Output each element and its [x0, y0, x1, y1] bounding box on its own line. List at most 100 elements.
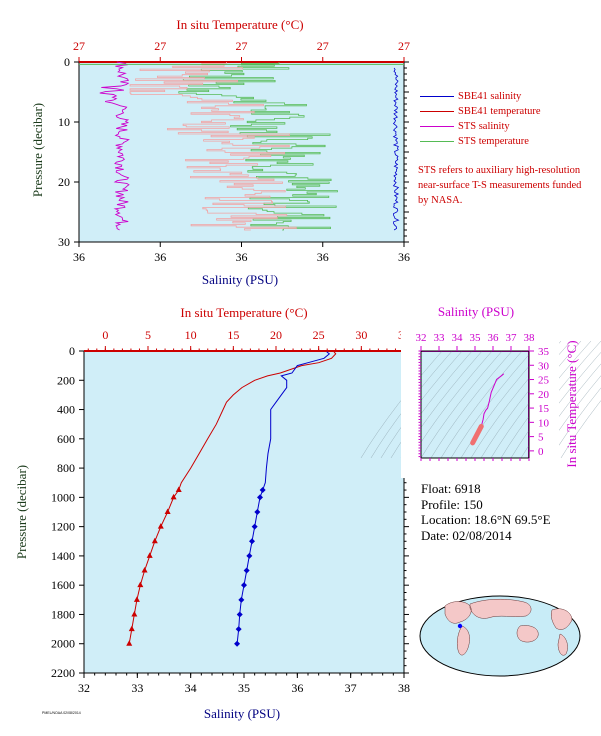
tick-label: 36 — [236, 250, 248, 264]
salinity-marker — [236, 611, 243, 618]
date: Date: 02/08/2014 — [421, 527, 512, 543]
tick-label: 30 — [355, 328, 367, 342]
tick-label: 10 — [58, 115, 70, 129]
temperature-marker — [128, 625, 135, 632]
top-panel: In situ Temperature (°C) 27 27 27 27 27 0 10 2… — [30, 17, 410, 287]
tick-label: 36 — [154, 250, 166, 264]
world-map-inset — [419, 595, 581, 677]
temperature-profile-line — [128, 351, 337, 644]
sts-note: STS refers to auxiliary high-resolution … — [418, 165, 582, 206]
temperature-marker — [146, 552, 153, 558]
contour-mask — [421, 331, 529, 351]
sbe41-temperature-line — [129, 62, 297, 231]
tick-label: 27 — [317, 39, 329, 53]
profile-number: Profile: 150 — [421, 496, 483, 512]
tick-label: 36 — [291, 681, 303, 695]
tick-label: 1000 — [51, 490, 75, 504]
contour-mask — [401, 458, 549, 478]
density-contour — [440, 340, 532, 459]
legend-item-sbe41-salinity: SBE41 salinity — [420, 89, 541, 104]
tick-label: 1400 — [51, 549, 75, 563]
temperature-marker — [175, 486, 182, 493]
salinity-marker — [249, 538, 255, 545]
sts-salinity-line — [99, 61, 130, 231]
salinity-marker — [259, 487, 266, 494]
tick-label: 600 — [57, 432, 75, 446]
ts-panel-title: Salinity (PSU) — [438, 304, 514, 319]
ts-panel-traces — [470, 373, 505, 446]
salinity-marker — [246, 552, 253, 559]
tick-label: 30 — [58, 235, 70, 249]
temperature-marker — [137, 581, 144, 588]
temperature-marker — [164, 508, 171, 514]
ts-panel: Salinity (PSU) 32 33 34 35 36 37 38 0 5 10 15 20 25… — [360, 304, 601, 478]
ts-panel-top-ticks: 32 33 34 35 36 37 38 — [416, 332, 536, 461]
tick-label: 20 — [270, 328, 282, 342]
salinity-marker — [234, 640, 241, 647]
world-map-land — [444, 599, 573, 656]
salinity-marker — [254, 509, 261, 515]
sts-temperature-line — [178, 62, 338, 231]
temperature-marker — [157, 523, 164, 529]
tick-label: 33 — [434, 332, 446, 344]
tick-label: 35 — [238, 681, 250, 695]
tick-label: 20 — [538, 389, 550, 401]
density-contour — [560, 400, 601, 459]
temperature-marker — [170, 493, 177, 500]
legend-label: STS temperature — [458, 136, 529, 147]
main-panel-bottom-ticks: 32 33 34 35 36 37 38 — [78, 673, 410, 695]
top-panel-top-ticks: 27 27 27 27 27 — [73, 39, 410, 62]
legend: SBE41 salinity SBE41 temperature STS sal… — [420, 89, 541, 149]
main-panel-ylabel: Pressure (decibar) — [14, 465, 29, 559]
salinity-marker — [235, 626, 242, 633]
salinity-marker — [251, 523, 258, 530]
temperature-marker — [133, 596, 140, 602]
tick-label: 27 — [236, 39, 248, 53]
main-panel: In situ Temperature (°C) 05101520253035 … — [14, 305, 410, 721]
tick-label: 36 — [73, 250, 85, 264]
tick-label: 37 — [345, 681, 357, 695]
salinity-marker — [238, 596, 245, 603]
legend-swatch — [420, 126, 454, 127]
tick-label: 0 — [64, 55, 70, 69]
tick-label: 25 — [313, 328, 325, 342]
tick-label: 27 — [398, 39, 410, 53]
salinity-marker — [243, 567, 250, 574]
temperature-marker — [151, 537, 158, 544]
tick-label: 38 — [524, 332, 536, 344]
location: Location: 18.6°N 69.5°E — [421, 512, 551, 527]
tick-label: 36 — [317, 250, 329, 264]
top-panel-left-ticks: 0 10 20 30 — [58, 55, 79, 249]
legend-item-sbe41-temperature: SBE41 temperature — [420, 104, 541, 119]
contour-mask — [529, 331, 559, 478]
legend-swatch — [420, 111, 454, 112]
tick-label: 33 — [131, 681, 143, 695]
tick-label: 10 — [538, 417, 550, 429]
tick-label: 27 — [73, 39, 85, 53]
legend-label: STS salinity — [458, 121, 510, 132]
tick-label: 35 — [538, 346, 550, 358]
tick-label: 38 — [398, 681, 410, 695]
tick-label: 0 — [69, 344, 75, 358]
ts-deep-markers — [470, 423, 484, 446]
legend-swatch — [420, 96, 454, 97]
main-panel-background — [83, 350, 405, 674]
density-contour — [390, 340, 482, 459]
salinity-marker — [241, 582, 247, 589]
tick-label: 32 — [416, 332, 427, 344]
tick-label: 34 — [185, 681, 197, 695]
ts-panel-density-contours — [360, 331, 601, 478]
tick-label: 34 — [452, 332, 464, 344]
salinity-marker — [257, 494, 263, 501]
legend-swatch — [420, 141, 454, 142]
ts-panel-ylabel: In situ Temperature (°C) — [564, 340, 579, 467]
tick-label: 5 — [145, 328, 151, 342]
tick-label: 1600 — [51, 578, 75, 592]
main-panel-traces — [126, 351, 337, 647]
density-contour — [420, 340, 512, 459]
tick-label: 20 — [58, 175, 70, 189]
temperature-marker — [126, 640, 133, 646]
tick-label: 2000 — [51, 637, 75, 651]
